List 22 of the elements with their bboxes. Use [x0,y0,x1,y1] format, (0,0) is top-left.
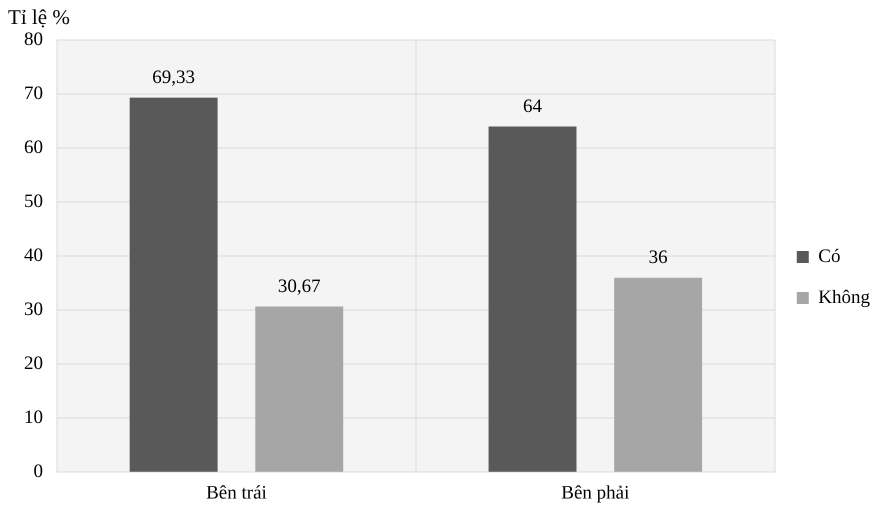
y-tick-label: 60 [24,137,43,158]
y-tick-label: 50 [24,191,43,212]
x-tick-label: Bên phải [561,482,630,504]
x-tick-label: Bên trái [206,482,267,504]
y-axis-title: Tỉ lệ % [8,5,70,30]
data-label: 69,33 [152,67,196,88]
bar [255,306,344,472]
y-tick-label: 30 [24,299,43,320]
y-tick-label: 70 [24,83,43,104]
data-label: 30,67 [278,276,321,297]
data-label: 64 [523,96,543,117]
legend-label: Không [818,286,870,308]
bar [614,278,702,472]
y-tick-label: 0 [34,461,43,482]
legend-label: Có [818,246,840,267]
y-tick-label: 10 [24,407,43,428]
y-tick-label: 80 [24,28,43,50]
data-label: 36 [648,247,668,268]
y-tick-label: 20 [24,353,43,374]
bar [488,126,576,472]
y-tick-label: 40 [24,245,43,266]
bar [130,98,218,472]
